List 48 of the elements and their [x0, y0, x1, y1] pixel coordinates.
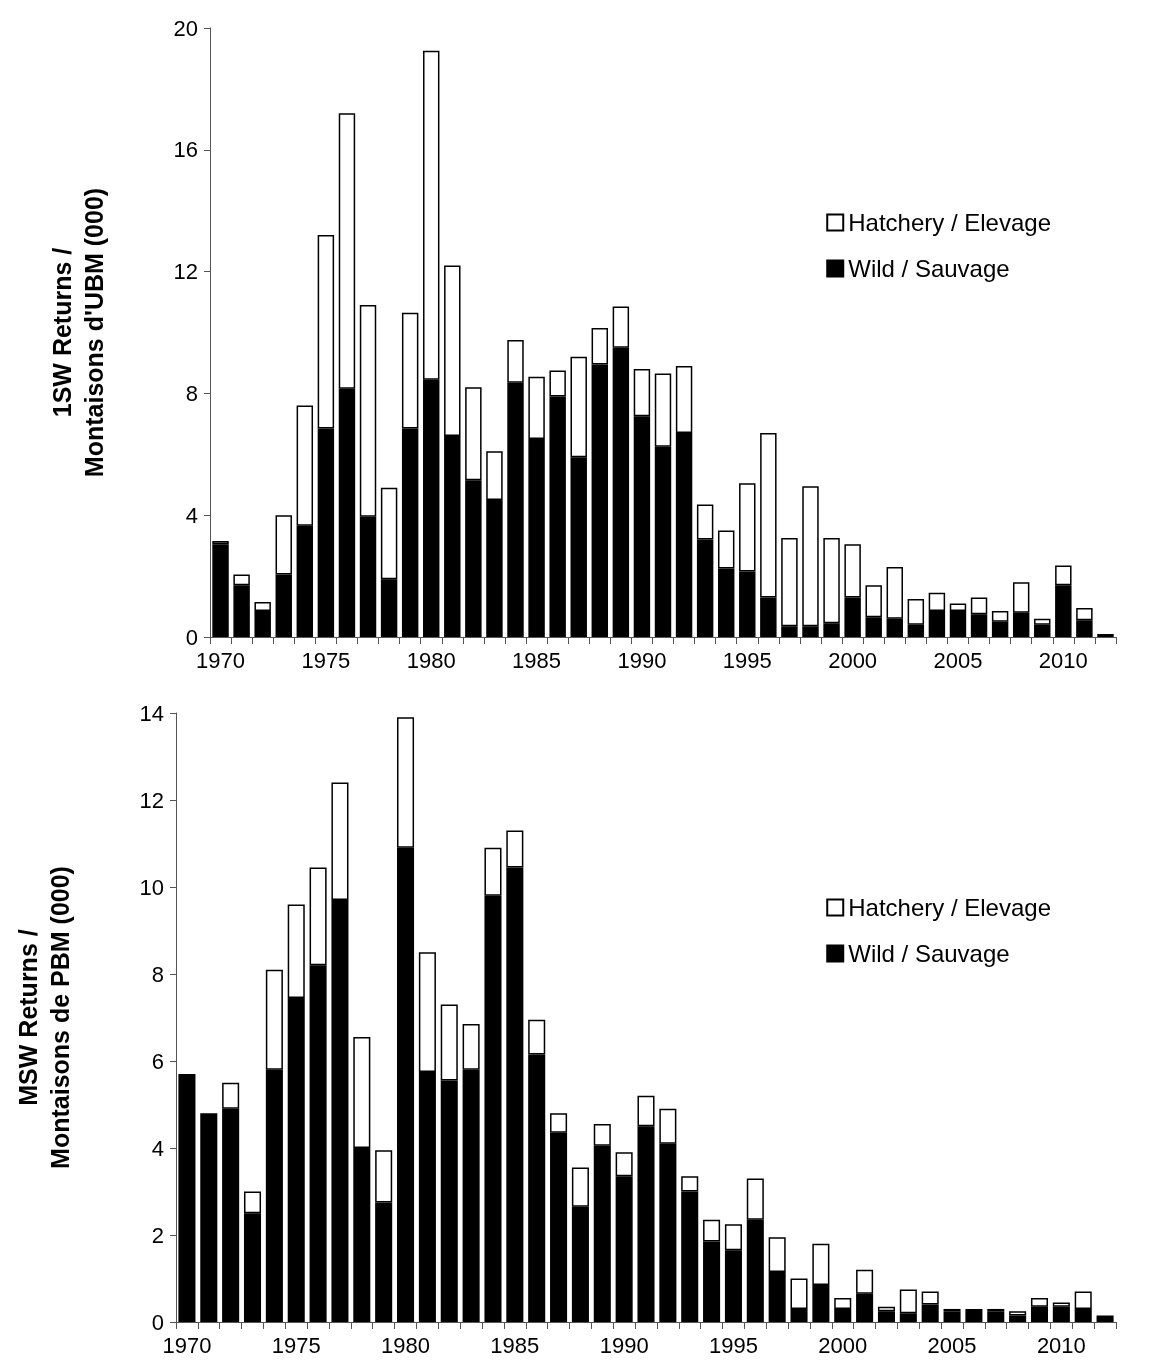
- legend-label: Hatchery / Elevage: [848, 894, 1052, 921]
- bar: [1052, 1306, 1070, 1322]
- y-axis-title: MSW Returns / Montaisons de PBM (000): [14, 866, 74, 1169]
- x-tick-label: 2000: [828, 647, 878, 673]
- y-tick-label: 6: [151, 1048, 164, 1074]
- y-tick-label: 12: [173, 259, 198, 285]
- y-tick-label: 20: [173, 15, 198, 41]
- x-tick-label: 1980: [381, 1332, 431, 1358]
- x-tick-label: 2010: [1038, 647, 1088, 673]
- x-tick-label: 2005: [933, 647, 983, 673]
- x-tick-label: 2010: [1036, 1332, 1086, 1358]
- y-tick-label: 8: [151, 961, 164, 987]
- bar: [200, 1113, 218, 1322]
- y-tick-label: 10: [139, 874, 164, 900]
- bar: [1096, 1315, 1114, 1322]
- x-tick-label: 2000: [818, 1332, 868, 1358]
- y-tick-label: 4: [151, 1135, 164, 1161]
- x-tick-label: 1990: [617, 647, 667, 673]
- legend-label: Hatchery / Elevage: [848, 209, 1052, 236]
- x-tick-label: 1975: [271, 1332, 321, 1358]
- bar: [943, 1311, 961, 1322]
- x-tick-label: 1995: [722, 647, 772, 673]
- bar: [877, 1311, 895, 1322]
- y-tick-label: 12: [139, 787, 164, 813]
- x-tick-label: 1980: [406, 647, 456, 673]
- x-tick-label: 1990: [599, 1332, 649, 1358]
- bar: [178, 1074, 196, 1322]
- y-tick-label: 8: [185, 380, 198, 406]
- bar: [965, 1308, 983, 1322]
- y-tick-label: 0: [151, 1309, 164, 1335]
- bar: [987, 1311, 1005, 1322]
- x-tick-label: 1995: [708, 1332, 758, 1358]
- x-tick-label: 1970: [162, 1332, 212, 1358]
- x-tick-label: 1985: [512, 647, 562, 673]
- legend-label: Wild / Sauvage: [848, 940, 1010, 967]
- bar: [212, 544, 229, 637]
- y-tick-label: 2: [151, 1222, 164, 1248]
- bar: [1009, 1315, 1027, 1322]
- x-tick-label: 1985: [490, 1332, 540, 1358]
- y-tick-label: 16: [173, 137, 198, 163]
- legend-label: Wild / Sauvage: [848, 255, 1010, 282]
- y-tick-label: 0: [185, 624, 198, 650]
- x-tick-label: 1975: [301, 647, 351, 673]
- y-tick-label: 4: [185, 502, 198, 528]
- x-tick-label: 1970: [196, 647, 246, 673]
- x-tick-label: 2005: [927, 1332, 977, 1358]
- y-tick-label: 14: [139, 700, 164, 726]
- y-axis-title: 1SW Returns / Montaisons d'UBM (000): [48, 187, 108, 478]
